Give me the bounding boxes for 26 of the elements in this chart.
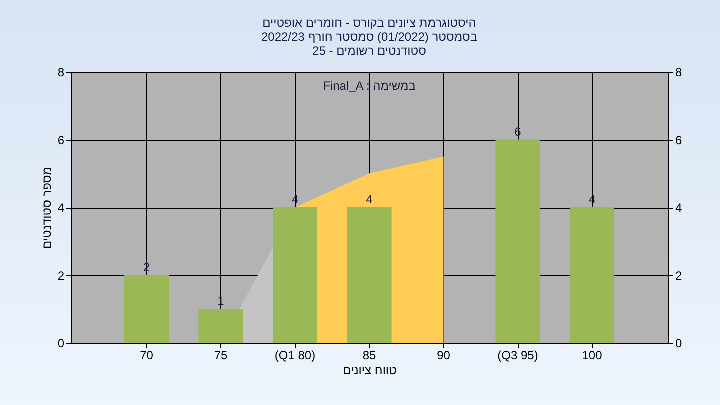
x-tick-label: (Q3 95) [498,348,538,362]
data-label: 4 [366,192,374,206]
y2-tick-label: 2 [676,268,682,283]
annotation: Final_A : במשימה [323,79,416,93]
y2-tick-label: 4 [676,201,682,215]
y-tick-label: 0 [58,336,65,350]
y-tick-label: 6 [58,133,65,148]
y-tick-label: 4 [58,201,65,215]
bar [570,208,615,343]
x-tick-label: 90 [437,348,451,362]
y2-tick-label: 0 [676,336,682,350]
y-tick-label: 2 [58,268,65,283]
y2-tick-label: 8 [676,66,682,80]
y2-tick-label: 6 [676,133,682,148]
chart-title: היסטוגרמת ציונים בקורס - חומרים אופטיים בסמסטר (01/2022) סמסטר חורף 2022/23 סטודנטים רשומים - 25 [261,16,478,58]
y-tick-label: 8 [58,66,65,80]
x-tick-label: 85 [362,348,376,362]
x-tick-label: 100 [582,348,603,362]
bar [124,275,170,343]
bar [496,140,540,343]
x-tick-label: 70 [140,348,154,362]
x-tick-label: (Q1 80) [274,348,316,362]
x-tick-label: 75 [214,348,228,362]
x-axis-title: טווח ציונים [343,364,398,378]
y-axis-title: מספר סטודנטים [40,166,54,250]
bar [347,208,392,343]
